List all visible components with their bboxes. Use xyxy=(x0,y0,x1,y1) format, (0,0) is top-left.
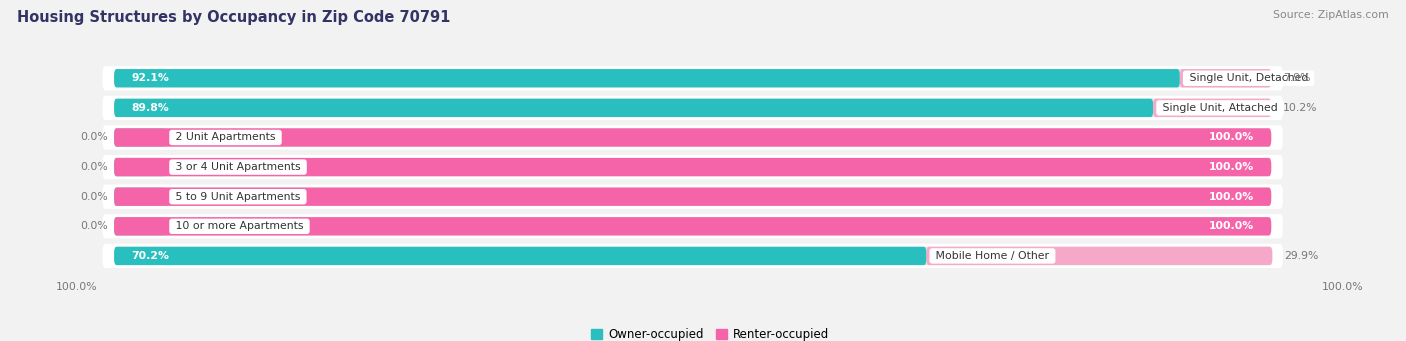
Text: 0.0%: 0.0% xyxy=(80,221,108,231)
FancyBboxPatch shape xyxy=(927,247,1272,265)
Text: 29.9%: 29.9% xyxy=(1284,251,1319,261)
FancyBboxPatch shape xyxy=(114,247,927,265)
Text: 100.0%: 100.0% xyxy=(1209,192,1254,202)
Text: 100.0%: 100.0% xyxy=(1322,282,1364,292)
Text: Single Unit, Detached: Single Unit, Detached xyxy=(1185,73,1312,83)
FancyBboxPatch shape xyxy=(114,128,1271,147)
FancyBboxPatch shape xyxy=(114,188,1271,206)
FancyBboxPatch shape xyxy=(103,214,1282,238)
FancyBboxPatch shape xyxy=(114,69,1180,87)
FancyBboxPatch shape xyxy=(103,96,1282,120)
Text: 0.0%: 0.0% xyxy=(80,192,108,202)
Text: 100.0%: 100.0% xyxy=(1209,221,1254,231)
FancyBboxPatch shape xyxy=(103,66,1282,90)
FancyBboxPatch shape xyxy=(103,184,1282,209)
FancyBboxPatch shape xyxy=(103,125,1282,150)
FancyBboxPatch shape xyxy=(114,217,166,236)
FancyBboxPatch shape xyxy=(114,158,1271,176)
Text: Source: ZipAtlas.com: Source: ZipAtlas.com xyxy=(1274,10,1389,20)
Text: 10.2%: 10.2% xyxy=(1282,103,1317,113)
Text: 100.0%: 100.0% xyxy=(1209,162,1254,172)
Text: 89.8%: 89.8% xyxy=(131,103,169,113)
FancyBboxPatch shape xyxy=(1180,69,1271,87)
Text: Mobile Home / Other: Mobile Home / Other xyxy=(932,251,1053,261)
Legend: Owner-occupied, Renter-occupied: Owner-occupied, Renter-occupied xyxy=(586,323,834,341)
Text: 5 to 9 Unit Apartments: 5 to 9 Unit Apartments xyxy=(172,192,304,202)
Text: Housing Structures by Occupancy in Zip Code 70791: Housing Structures by Occupancy in Zip C… xyxy=(17,10,450,25)
FancyBboxPatch shape xyxy=(103,155,1282,179)
FancyBboxPatch shape xyxy=(114,128,166,147)
Text: 70.2%: 70.2% xyxy=(131,251,170,261)
FancyBboxPatch shape xyxy=(114,158,1271,176)
FancyBboxPatch shape xyxy=(114,217,1271,236)
Text: 3 or 4 Unit Apartments: 3 or 4 Unit Apartments xyxy=(172,162,304,172)
FancyBboxPatch shape xyxy=(114,99,1153,117)
FancyBboxPatch shape xyxy=(114,188,1271,206)
Text: 0.0%: 0.0% xyxy=(80,132,108,143)
FancyBboxPatch shape xyxy=(103,244,1282,268)
FancyBboxPatch shape xyxy=(114,128,1271,147)
Text: 0.0%: 0.0% xyxy=(80,162,108,172)
Text: Single Unit, Attached: Single Unit, Attached xyxy=(1159,103,1281,113)
Text: 10 or more Apartments: 10 or more Apartments xyxy=(172,221,307,231)
Text: 92.1%: 92.1% xyxy=(131,73,169,83)
Text: 100.0%: 100.0% xyxy=(1209,132,1254,143)
FancyBboxPatch shape xyxy=(114,69,1271,87)
Text: 7.9%: 7.9% xyxy=(1282,73,1310,83)
FancyBboxPatch shape xyxy=(1153,99,1271,117)
FancyBboxPatch shape xyxy=(114,188,166,206)
FancyBboxPatch shape xyxy=(114,99,1271,117)
Text: 100.0%: 100.0% xyxy=(56,282,98,292)
Text: 2 Unit Apartments: 2 Unit Apartments xyxy=(172,132,278,143)
FancyBboxPatch shape xyxy=(114,158,166,176)
FancyBboxPatch shape xyxy=(114,247,1271,265)
FancyBboxPatch shape xyxy=(114,217,1271,236)
